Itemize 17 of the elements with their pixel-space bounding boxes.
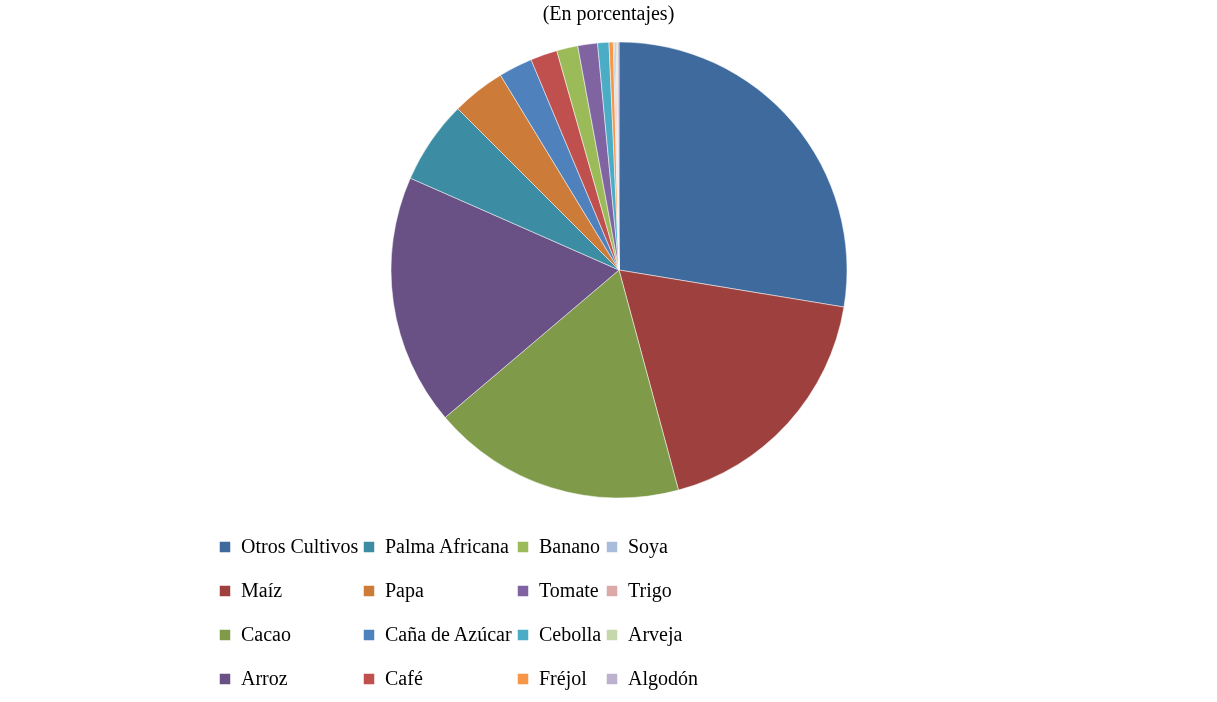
legend-label: Trigo [628,579,672,602]
legend-label: Café [385,667,423,689]
legend-label: Caña de Azúcar [385,623,512,645]
legend-label: Palma Africana [385,535,509,557]
legend-label: Maíz [241,579,283,601]
legend-label: Arroz [241,667,288,689]
legend-label: Papa [385,579,424,602]
legend-label: Cacao [241,623,291,645]
legend-label: Otros Cultivos [241,535,359,557]
legend-label: Algodón [628,667,698,690]
chart-title: (En porcentajes) [542,2,675,25]
legend-label: Soya [628,535,669,558]
legend-label: Fréjol [539,667,588,690]
legend-label: Arveja [628,623,683,646]
legend-label: Tomate [539,579,599,601]
legend-label: Cebolla [539,623,602,645]
legend-label: Banano [539,535,601,557]
